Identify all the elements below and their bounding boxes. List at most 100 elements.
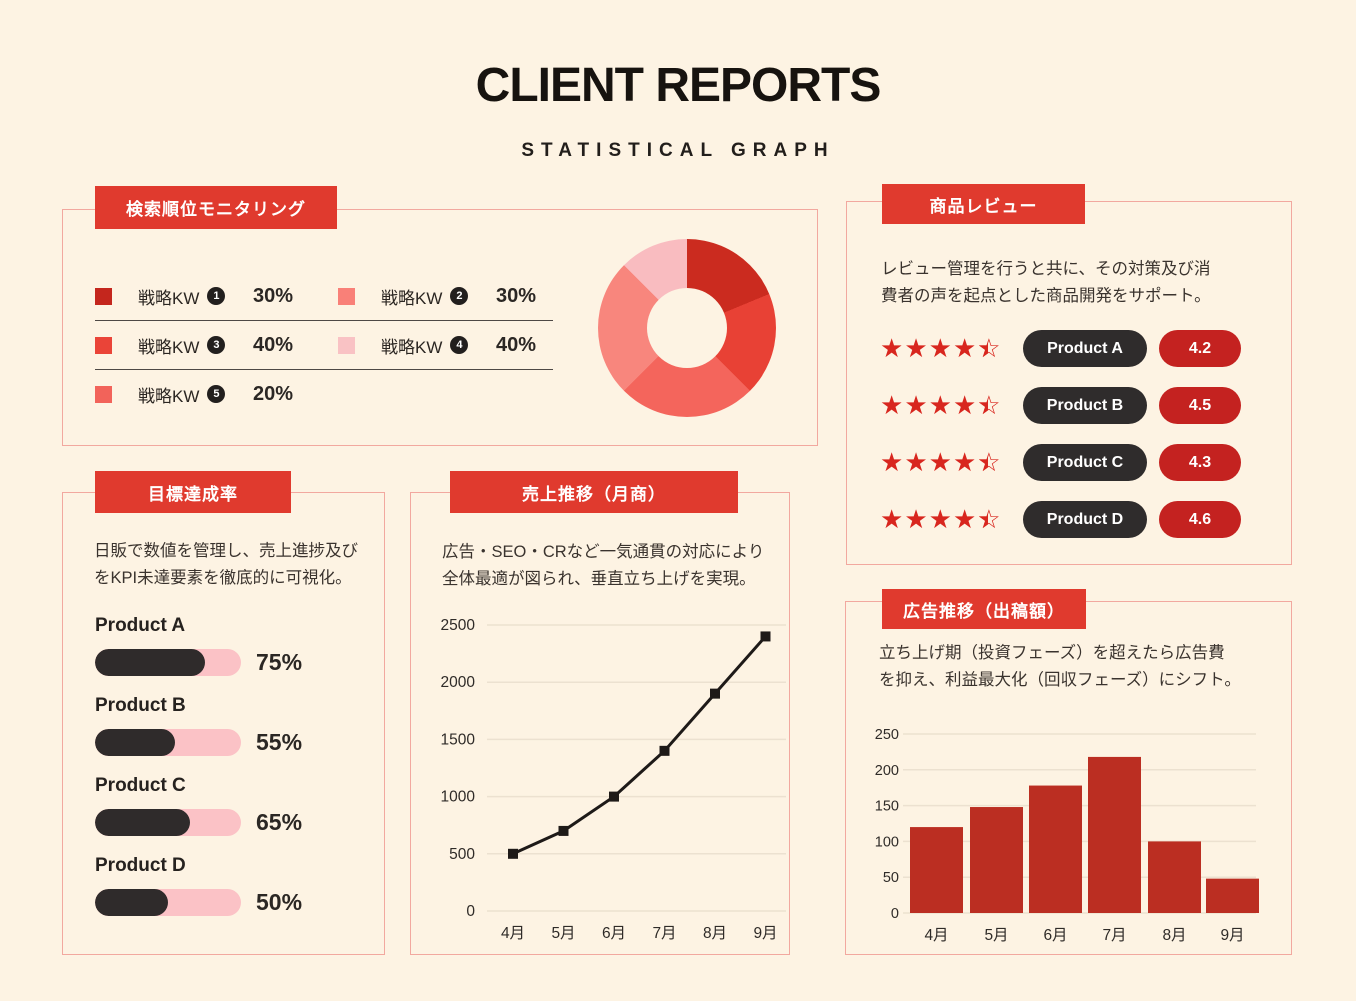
- svg-text:100: 100: [875, 834, 899, 850]
- svg-text:200: 200: [875, 763, 899, 779]
- svg-text:500: 500: [449, 846, 475, 863]
- star-icon: ★: [880, 333, 905, 363]
- product-label: Product A: [95, 615, 186, 636]
- legend-swatch: [338, 336, 355, 354]
- star-icon: ☆★: [977, 504, 1001, 534]
- product-review-panel: 商品レビュー レビュー管理を行うと共に、その対策及び消 費者の声を起点とした商品…: [846, 184, 1292, 565]
- star-icon: ★: [904, 333, 929, 363]
- score-badge: 4.6: [1159, 501, 1241, 538]
- donut-chart: [598, 239, 776, 417]
- legend-divider: [95, 320, 553, 321]
- search-ranking-panel: 検索順位モニタリング 戦略KW 1 30% 戦略KW 2 30% 戦略KW 3: [62, 186, 818, 446]
- svg-text:5月: 5月: [984, 927, 1008, 944]
- star-icon: ★: [952, 447, 978, 477]
- review-description: レビュー管理を行うと共に、その対策及び消 費者の声を起点とした商品開発をサポート…: [881, 260, 1211, 305]
- star-icon: ★: [952, 504, 978, 534]
- progress-track: [95, 809, 241, 836]
- legend-item: 戦略KW 3 40%: [95, 333, 338, 358]
- goal-progress-item: Product C 65%: [95, 775, 302, 836]
- goal-rate-tab: 目標達成率: [95, 471, 291, 513]
- ad-spend-panel: 広告推移（出稿額） 立ち上げ期（投資フェーズ）を超えたら広告費 を抑え、利益最大…: [845, 589, 1292, 955]
- svg-text:2000: 2000: [441, 674, 476, 691]
- legend-percent: 30%: [253, 284, 294, 307]
- star-rating: ★★★★☆★: [880, 504, 1023, 535]
- legend-percent: 30%: [496, 284, 537, 307]
- ad-spend-bar-chart: 0 50 100 150 200 250 4月 5月 6月 7月 8月 9月: [875, 727, 1259, 944]
- legend-percent: 40%: [496, 333, 537, 356]
- goal-rate-panel: 目標達成率 日販で数値を管理し、売上進捗及び をKPI未達要素を徹底的に可視化。…: [62, 471, 385, 955]
- product-review-tab: 商品レビュー: [882, 184, 1085, 224]
- score-badge: 4.5: [1159, 387, 1241, 424]
- product-name-pill: Product D: [1023, 501, 1147, 538]
- goal-description: 日販で数値を管理し、売上進捗及び をKPI未達要素を徹底的に可視化。: [94, 542, 358, 587]
- legend-number-badge: 1: [207, 287, 226, 305]
- product-name-pill: Product B: [1023, 387, 1147, 424]
- svg-text:0: 0: [891, 906, 899, 922]
- legend-item: 戦略KW 2 30%: [338, 284, 553, 309]
- legend-label: 戦略KW: [381, 337, 443, 357]
- svg-text:4月: 4月: [924, 927, 948, 944]
- sales-description: 広告・SEO・CRなど一気通貫の対応により 全体最適が図られ、垂直立ち上げを実現…: [442, 543, 765, 588]
- star-icon: ★: [928, 504, 953, 534]
- svg-text:7月: 7月: [1102, 927, 1126, 944]
- goal-progress-item: Product D 50%: [95, 855, 302, 916]
- svg-text:50: 50: [883, 870, 899, 886]
- svg-text:4月: 4月: [501, 925, 525, 942]
- progress-track: [95, 889, 241, 916]
- kw-legend: 戦略KW 1 30% 戦略KW 2 30% 戦略KW 3 40% 戦略: [95, 272, 553, 418]
- star-icon: ★: [952, 333, 978, 363]
- star-rating: ★★★★☆★: [880, 447, 1023, 478]
- donut-hole: [647, 288, 727, 368]
- star-icon: ★: [928, 447, 953, 477]
- sales-trend-panel: 売上推移（月商） 広告・SEO・CRなど一気通貫の対応により 全体最適が図られ、…: [410, 471, 790, 955]
- goal-progress-item: Product A 75%: [95, 615, 302, 676]
- legend-number-badge: 3: [207, 336, 226, 354]
- svg-text:1000: 1000: [441, 789, 476, 806]
- legend-swatch: [95, 287, 112, 305]
- progress-fill: [95, 729, 176, 756]
- search-ranking-tab: 検索順位モニタリング: [95, 186, 337, 229]
- legend-label: 戦略KW: [381, 288, 443, 308]
- legend-swatch: [95, 336, 112, 354]
- legend-label: 戦略KW: [138, 386, 200, 406]
- review-list: ★★★★☆★ Product A 4.2 ★★★★☆★ Product B 4.…: [880, 330, 1276, 558]
- progress-fill: [95, 809, 190, 836]
- star-icon: ★: [904, 390, 929, 420]
- svg-text:1500: 1500: [441, 731, 476, 748]
- page-subtitle: STATISTICAL GRAPH: [521, 140, 835, 161]
- legend-item: 戦略KW 4 40%: [338, 333, 553, 358]
- score-badge: 4.3: [1159, 444, 1241, 481]
- progress-percent: 65%: [256, 809, 303, 835]
- progress-fill: [95, 889, 168, 916]
- svg-text:8月: 8月: [1162, 927, 1186, 944]
- star-icon: ☆★: [977, 390, 1001, 420]
- review-row: ★★★★☆★ Product A 4.2: [880, 330, 1276, 367]
- score-badge: 4.2: [1159, 330, 1241, 367]
- progress-percent: 55%: [256, 729, 303, 755]
- progress-track: [95, 729, 241, 756]
- progress-track: [95, 649, 241, 676]
- legend-item: 戦略KW 5 20%: [95, 382, 338, 407]
- product-label: Product B: [95, 695, 186, 716]
- svg-text:250: 250: [875, 727, 899, 743]
- star-icon: ★: [880, 447, 905, 477]
- page-title: CLIENT REPORTS: [475, 59, 882, 112]
- star-icon: ★: [928, 390, 953, 420]
- star-rating: ★★★★☆★: [880, 333, 1023, 364]
- svg-text:8月: 8月: [703, 925, 727, 942]
- star-icon: ★: [904, 504, 929, 534]
- star-icon: ☆★: [977, 447, 1001, 477]
- legend-divider: [95, 369, 553, 370]
- svg-text:7月: 7月: [652, 925, 676, 942]
- legend-label: 戦略KW: [138, 337, 200, 357]
- sales-line-chart: 0 500 1000 1500 2000 2500 4月 5月 6月 7月 8月 9月: [441, 617, 786, 942]
- product-label: Product D: [95, 855, 186, 876]
- progress-fill: [95, 649, 205, 676]
- star-icon: ☆★: [977, 333, 1001, 363]
- product-name-pill: Product C: [1023, 444, 1147, 481]
- ads-description: 立ち上げ期（投資フェーズ）を超えたら広告費 を抑え、利益最大化（回収フェーズ）に…: [879, 644, 1241, 689]
- sales-trend-tab: 売上推移（月商）: [450, 471, 738, 513]
- legend-swatch: [338, 287, 355, 305]
- star-icon: ★: [880, 504, 905, 534]
